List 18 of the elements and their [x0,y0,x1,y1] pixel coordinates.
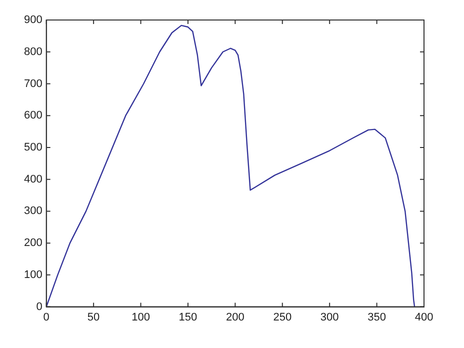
y-tick-label: 300 [24,205,42,218]
y-tick-label: 600 [24,110,42,122]
x-tick-label: 250 [273,311,292,324]
x-tick-label: 400 [414,311,434,324]
y-tick-label: 800 [24,46,42,58]
x-tick-label: 50 [87,311,100,324]
y-tick-label: 400 [24,173,42,186]
x-tick-label: 200 [226,311,244,324]
y-tick-label: 500 [24,142,42,154]
y-tick-label: 200 [24,237,42,250]
y-tick-label: 900 [24,14,42,26]
x-tick-label: 350 [368,311,386,324]
y-tick-label: 700 [24,78,42,90]
x-tick-label: 300 [320,311,339,324]
y-tick-label: 100 [24,268,42,281]
x-tick-label: 150 [178,311,198,324]
x-tick-label: 100 [132,311,150,324]
y-tick-label: 0 [36,300,42,313]
